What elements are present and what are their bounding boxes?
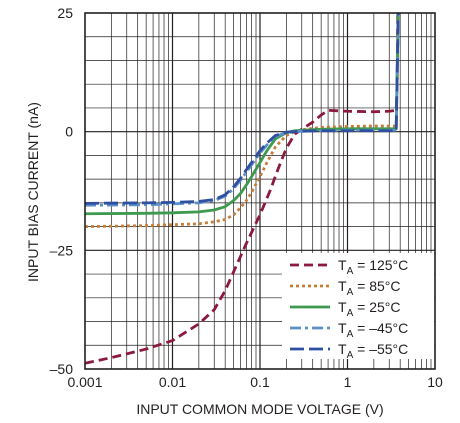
tick-labels: 0.001 0.01 0.1 1 10 25 0 –25 –50 (50, 5, 443, 390)
plot-frame (84, 12, 436, 370)
series-line-3 (84, 12, 400, 216)
x-tick-label: 10 (427, 374, 443, 390)
legend-entry-2: TA = 85°C (338, 278, 400, 298)
x-axis-label: INPUT COMMON MODE VOLTAGE (V) (136, 401, 383, 417)
legend-entry-3: TA = 25°C (338, 299, 400, 319)
x-tick-label: 0.1 (250, 374, 270, 390)
legend-entry-4: TA = –45°C (338, 320, 408, 340)
series-line-2 (84, 12, 400, 228)
y-tick-label: 25 (57, 5, 73, 21)
series-line-1 (84, 11, 400, 365)
y-axis-label: INPUT BIAS CURRENT (nA) (25, 102, 41, 282)
y-tick-label: –25 (50, 242, 74, 258)
series-line-4 (84, 12, 400, 207)
y-tick-label: 0 (65, 124, 73, 140)
x-tick-label: 1 (344, 374, 352, 390)
x-tick-label: 0.01 (159, 374, 186, 390)
x-tick-label: 0.001 (67, 374, 102, 390)
series-line-5 (84, 12, 400, 205)
legend-entry-5: TA = –55°C (338, 341, 408, 361)
y-tick-label: –50 (50, 361, 74, 377)
legend-entry-1: TA = 125°C (338, 257, 408, 277)
legend: TA = 125°CTA = 85°CTA = 25°CTA = –45°CTA… (282, 253, 434, 361)
series-lines (84, 11, 400, 365)
